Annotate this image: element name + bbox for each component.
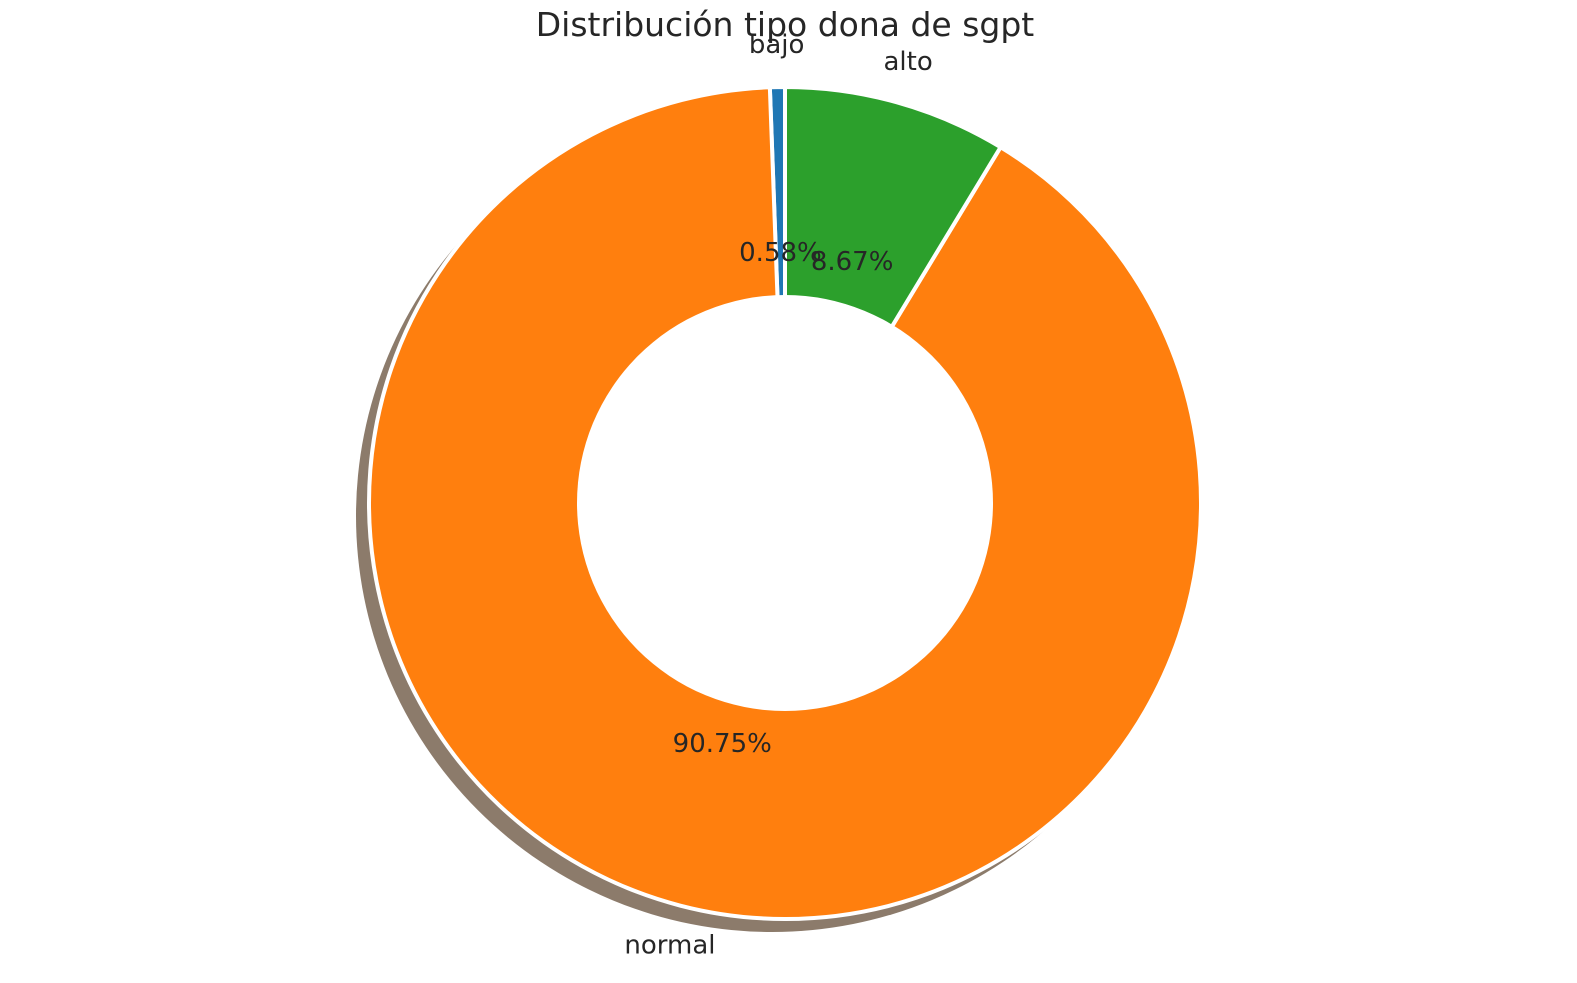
slice-label-bajo: bajo — [749, 30, 805, 60]
slice-label-normal: normal — [624, 930, 715, 960]
pct-label-normal: 90.75% — [673, 729, 772, 759]
chart-title: Distribución tipo dona de sgpt — [536, 5, 1035, 44]
pct-label-alto: 8.67% — [811, 247, 894, 277]
label-layer: bajo 0.58% normal 90.75% alto 8.67% — [624, 30, 932, 960]
pct-label-bajo: 0.58% — [739, 238, 822, 268]
slice-label-alto: alto — [883, 47, 932, 77]
donut-hole — [577, 295, 993, 711]
